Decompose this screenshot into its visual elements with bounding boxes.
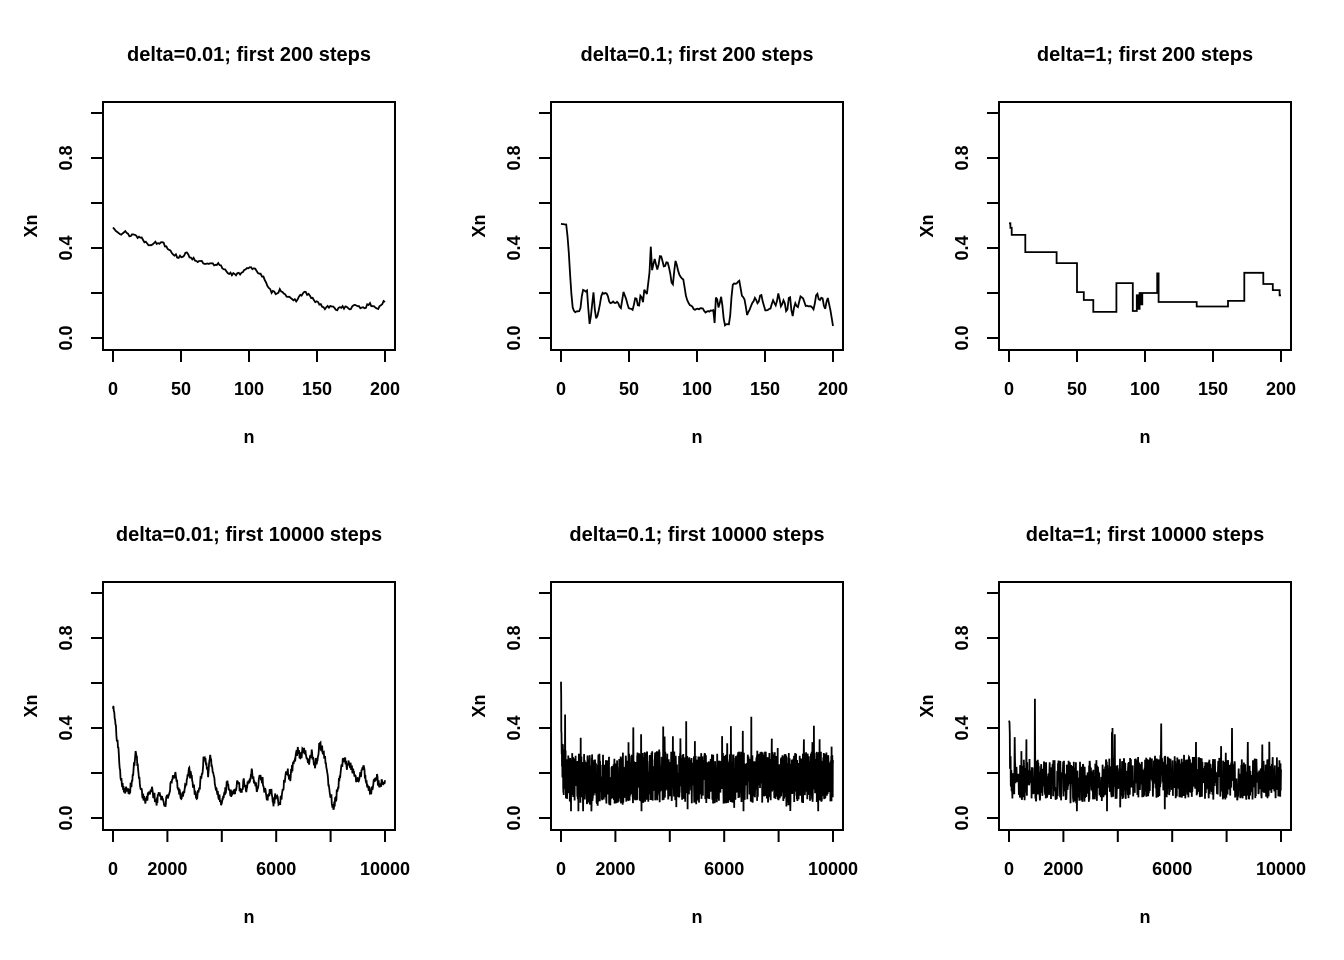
subplot-delta-0p1-first-200: delta=0.1; first 200 steps 0.0 0.4 0.8 0 50 10… [448,0,896,480]
x-tick-label: 6000 [1152,859,1192,879]
y-tick-label: 0.0 [504,325,524,350]
y-axis-label: Xn [917,214,937,237]
subplot-delta-1-first-10000: delta=1; first 10000 steps 0.0 0.4 0.8 0 2000… [896,480,1344,960]
y-tick-label: 0.4 [504,715,524,740]
x-tick-label: 200 [818,379,848,399]
y-tick-label: 0.8 [952,625,972,650]
x-tick-label: 2000 [147,859,187,879]
y-axis-label: Xn [21,214,41,237]
x-tick-label: 150 [302,379,332,399]
plot-box [102,581,396,831]
x-tick-label: 50 [619,379,639,399]
plot-box [550,581,844,831]
subplot-delta-0p01-first-10000: delta=0.01; first 10000 steps 0.0 0.4 0.8 0 2… [0,480,448,960]
subplot-canvas: delta=0.1; first 200 steps 0.0 0.4 0.8 0 50 10… [469,44,848,447]
y-tick-label: 0.4 [504,235,524,260]
y-tick-label: 0.4 [56,715,76,740]
x-axis-label: n [244,907,255,927]
x-tick-label: 200 [370,379,400,399]
x-tick-label: 6000 [704,859,744,879]
y-tick-label: 0.8 [56,625,76,650]
x-tick-label: 2000 [595,859,635,879]
x-tick-label: 10000 [808,859,858,879]
plot-title: delta=0.01; first 200 steps [127,44,371,66]
x-tick-label: 0 [108,859,118,879]
plot-title: delta=0.1; first 200 steps [581,44,814,66]
x-tick-label: 0 [556,859,566,879]
x-tick-label: 150 [1198,379,1228,399]
x-axis-label: n [1140,427,1151,447]
x-tick-label: 10000 [1256,859,1306,879]
x-tick-label: 50 [1067,379,1087,399]
subplot-canvas: delta=0.01; first 200 steps 0.0 0.4 0.8 0 50 1… [21,44,400,447]
x-tick-label: 6000 [256,859,296,879]
y-tick-label: 0.0 [56,805,76,830]
plot-box [102,101,396,351]
y-tick-label: 0.0 [952,805,972,830]
y-axis-label: Xn [21,694,41,717]
subplot-delta-0p01-first-200: delta=0.01; first 200 steps 0.0 0.4 0.8 0 50 1… [0,0,448,480]
trace-line [112,705,386,811]
trace-line [1009,222,1281,313]
y-tick-label: 0.8 [504,625,524,650]
x-axis-label: n [692,907,703,927]
subplot-canvas: delta=0.01; first 10000 steps 0.0 0.4 0.8 0 2… [21,524,410,927]
y-axis-label: Xn [469,694,489,717]
x-tick-label: 50 [171,379,191,399]
x-axis-label: n [1140,907,1151,927]
y-tick-label: 0.0 [504,805,524,830]
subplot-delta-0p1-first-10000: delta=0.1; first 10000 steps 0.0 0.4 0.8 0 20… [448,480,896,960]
y-tick-label: 0.8 [504,145,524,170]
x-tick-label: 0 [1004,859,1014,879]
y-axis-label: Xn [469,214,489,237]
plot-title: delta=1; first 200 steps [1037,44,1253,66]
y-tick-label: 0.0 [952,325,972,350]
trace-line [560,222,834,327]
trace-line [112,226,386,312]
x-tick-label: 0 [1004,379,1014,399]
trace-line [560,681,834,812]
plot-title: delta=0.01; first 10000 steps [116,524,382,546]
plot-box [998,101,1292,351]
y-axis-label: Xn [917,694,937,717]
plot-title: delta=1; first 10000 steps [1026,524,1264,546]
y-tick-label: 0.8 [952,145,972,170]
trace-line [1008,698,1282,812]
x-axis-label: n [692,427,703,447]
subplot-canvas: delta=0.1; first 10000 steps 0.0 0.4 0.8 0 20… [469,524,858,927]
y-tick-label: 0.4 [56,235,76,260]
subplot-canvas: delta=1; first 200 steps 0.0 0.4 0.8 0 50 100 1… [917,44,1296,447]
x-tick-label: 100 [234,379,264,399]
y-tick-label: 0.8 [56,145,76,170]
x-tick-label: 10000 [360,859,410,879]
plot-title: delta=0.1; first 10000 steps [569,524,824,546]
subplot-delta-1-first-200: delta=1; first 200 steps 0.0 0.4 0.8 0 50 100 1… [896,0,1344,480]
plot-box [998,581,1292,831]
subplot-canvas: delta=1; first 10000 steps 0.0 0.4 0.8 0 2000… [917,524,1306,927]
x-tick-label: 0 [108,379,118,399]
y-tick-label: 0.4 [952,235,972,260]
x-tick-label: 200 [1266,379,1296,399]
y-tick-label: 0.0 [56,325,76,350]
x-tick-label: 150 [750,379,780,399]
x-tick-label: 100 [682,379,712,399]
x-axis-label: n [244,427,255,447]
y-tick-label: 0.4 [952,715,972,740]
x-tick-label: 100 [1130,379,1160,399]
x-tick-label: 2000 [1043,859,1083,879]
x-tick-label: 0 [556,379,566,399]
